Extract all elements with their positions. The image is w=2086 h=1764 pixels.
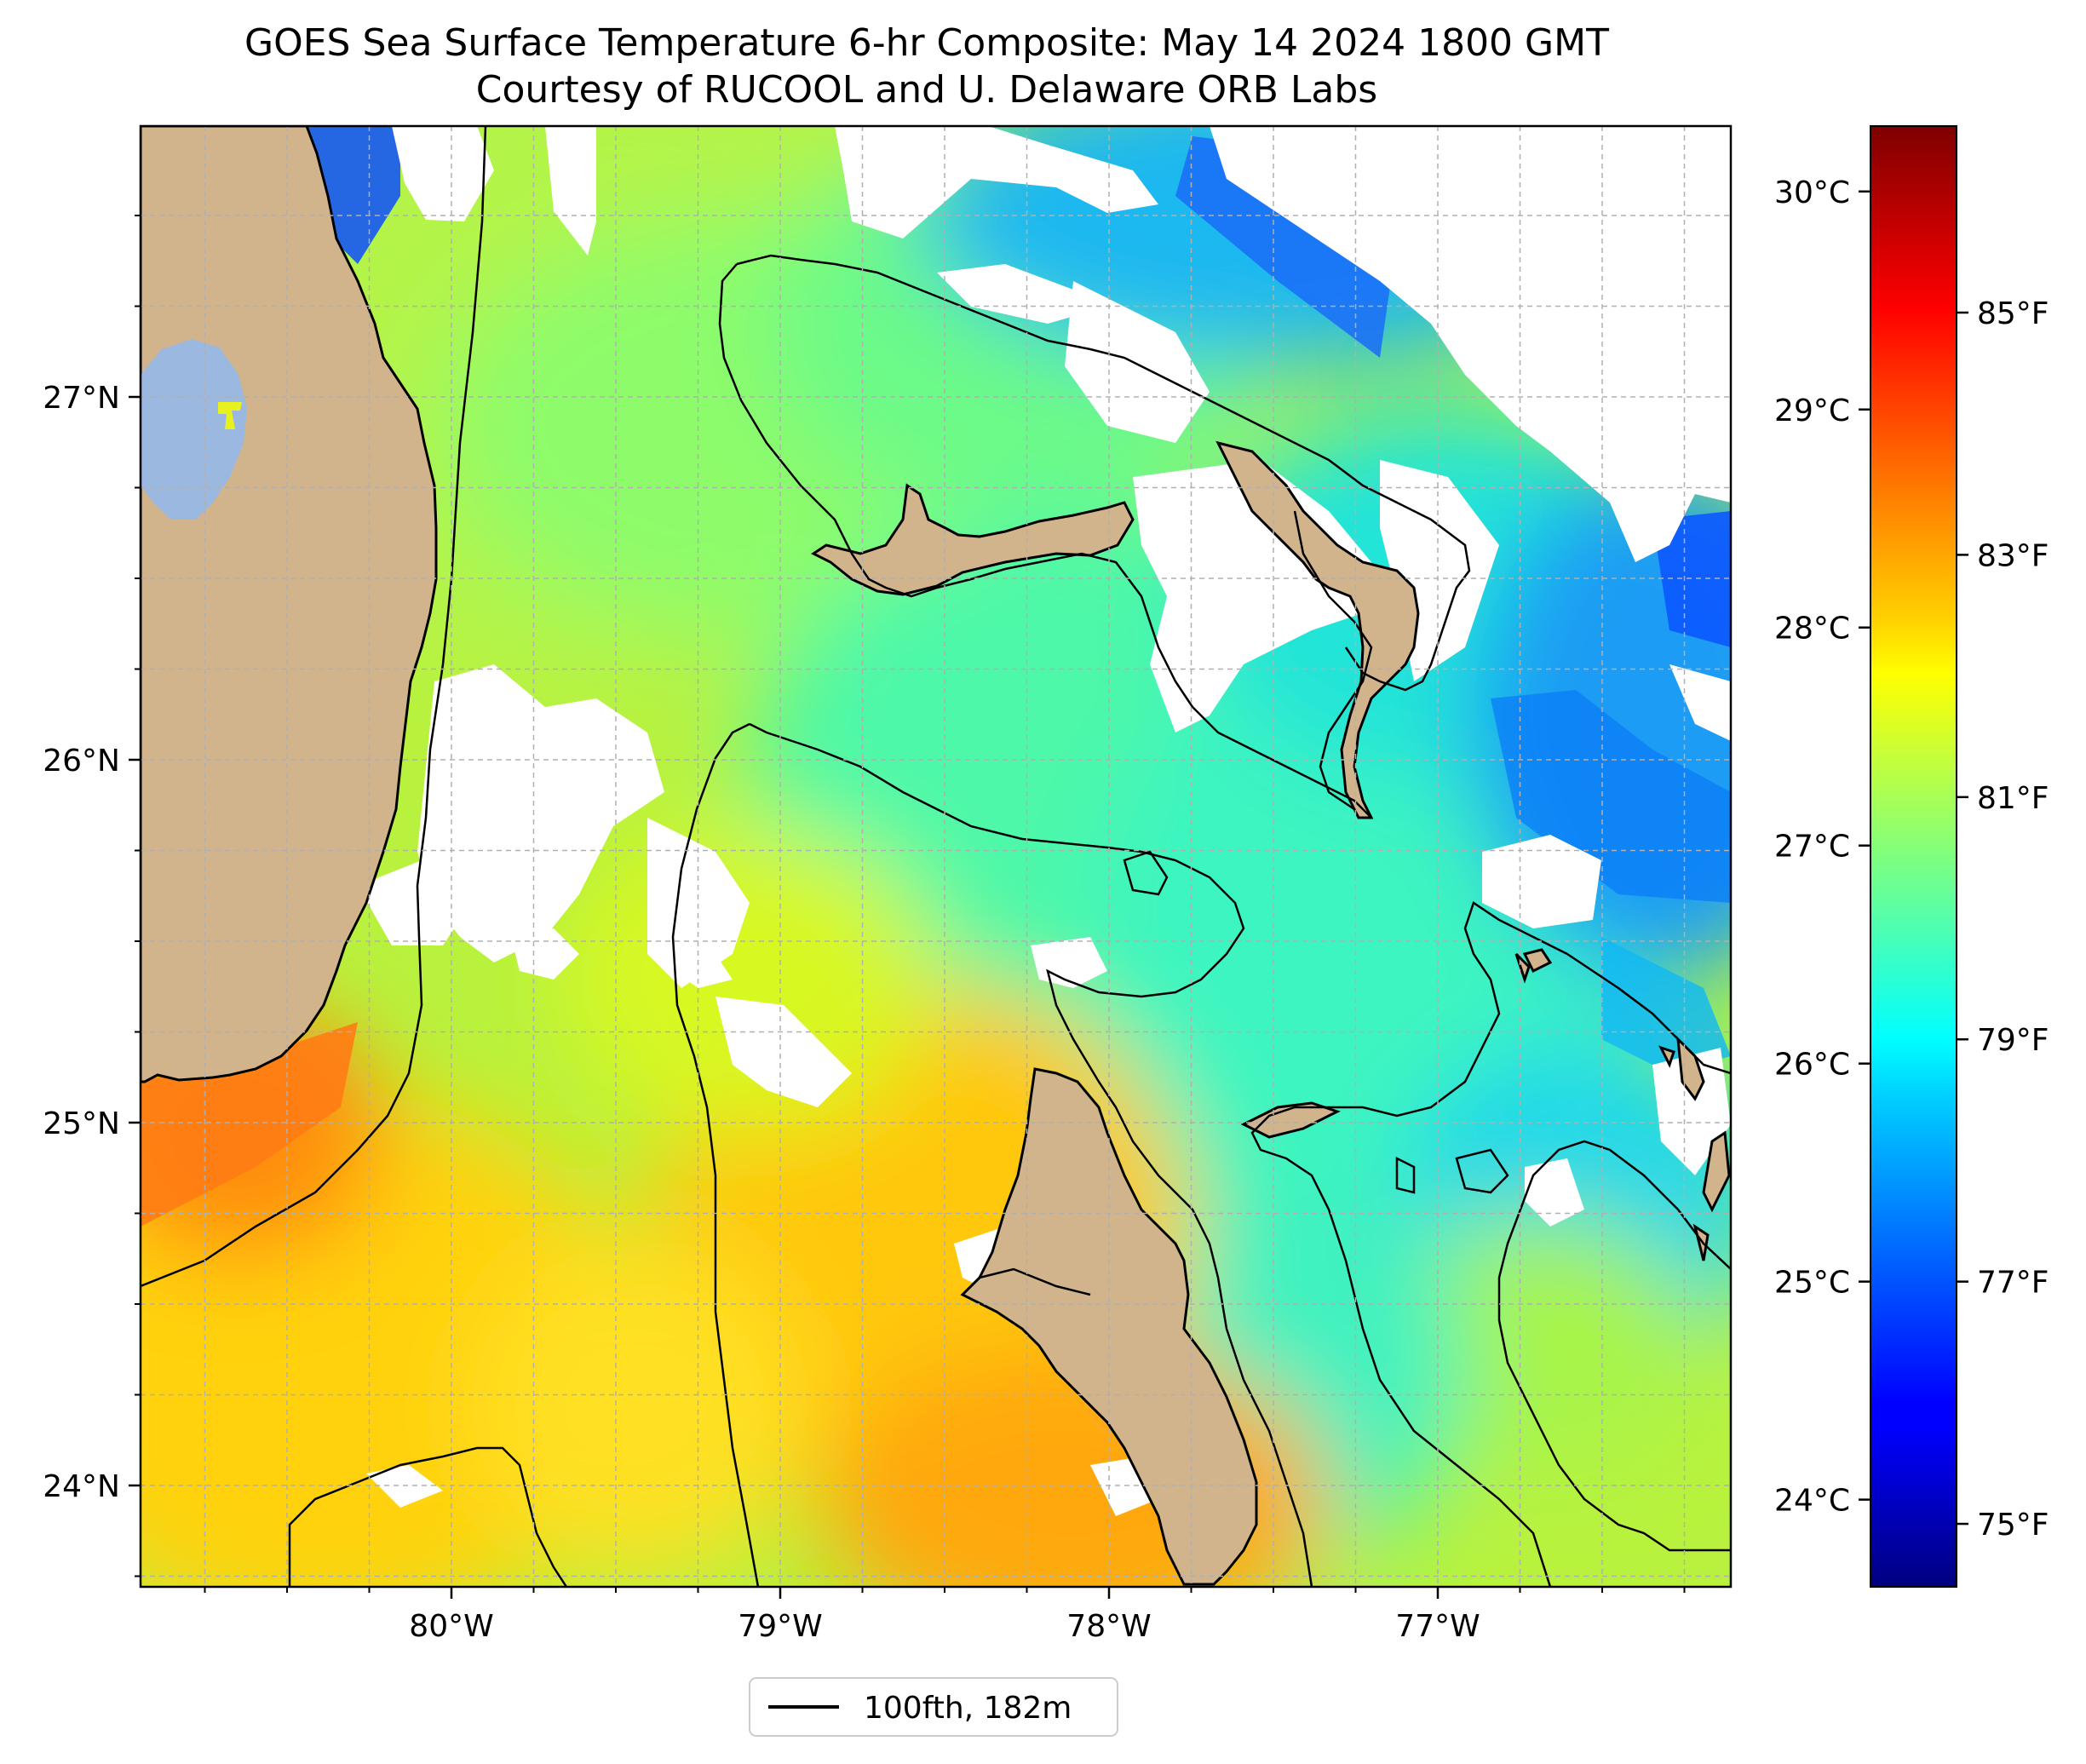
lon-tick-label: 79°W [738, 1609, 822, 1644]
contour-100fth [141, 126, 1731, 1587]
lon-tick-label: 80°W [409, 1609, 493, 1644]
lat-tick-label: 27°N [43, 381, 120, 416]
colorbar-gradient [1871, 126, 1957, 1587]
land-florida [141, 126, 438, 1083]
sst-map-panel: 80°W 79°W 78°W 77°W 27°N 26°N 25°N 24°N [43, 124, 1733, 1644]
lon-tick-label: 77°W [1395, 1609, 1480, 1644]
colorbar-frame [1870, 125, 1957, 1588]
legend-label: 100fth, 182m [864, 1691, 1072, 1726]
celsius-tick-label: 24°C [1774, 1484, 1850, 1519]
fahrenheit-tick-label: 85°F [1977, 296, 2049, 331]
latitude-ticks: 27°N 26°N 25°N 24°N [43, 215, 141, 1577]
lat-tick-label: 25°N [43, 1106, 120, 1141]
colorbar-fahrenheit-ticks: 85°F 83°F 81°F 79°F 77°F 75°F [1957, 296, 2049, 1543]
fahrenheit-tick-label: 81°F [1977, 781, 2049, 816]
fahrenheit-tick-label: 79°F [1977, 1023, 2049, 1058]
fahrenheit-tick-label: 83°F [1977, 538, 2049, 573]
chart-subtitle: Courtesy of RUCOOL and U. Delaware ORB L… [476, 68, 1377, 112]
legend: 100fth, 182m [749, 1677, 1118, 1737]
fahrenheit-tick-label: 75°F [1977, 1508, 2049, 1543]
lon-tick-label: 78°W [1066, 1609, 1151, 1644]
land-abaco [1215, 440, 1420, 819]
legend-box [749, 1677, 1118, 1737]
celsius-tick-label: 28°C [1774, 612, 1850, 646]
colorbar: 30°C 29°C 28°C 27°C 26°C 25°C 24°C 85°F 83°F 81°… [1774, 125, 2049, 1588]
fahrenheit-tick-label: 77°F [1977, 1266, 2049, 1301]
chart-title: GOES Sea Surface Temperature 6-hr Compos… [244, 21, 1609, 65]
celsius-tick-label: 25°C [1774, 1266, 1850, 1301]
map-frame [139, 124, 1733, 1589]
colorbar-celsius-ticks: 30°C 29°C 28°C 27°C 26°C 25°C 24°C [1774, 175, 1871, 1519]
celsius-tick-label: 30°C [1774, 175, 1850, 210]
lat-tick-label: 24°N [43, 1469, 120, 1504]
cloud-mask [358, 126, 1731, 1516]
celsius-tick-label: 27°C [1774, 830, 1850, 865]
map-gridlines [141, 126, 1731, 1587]
celsius-tick-label: 26°C [1774, 1048, 1850, 1083]
longitude-ticks: 80°W 79°W 78°W 77°W [204, 1587, 1686, 1644]
lat-tick-label: 26°N [43, 744, 120, 779]
celsius-tick-label: 29°C [1774, 394, 1850, 428]
